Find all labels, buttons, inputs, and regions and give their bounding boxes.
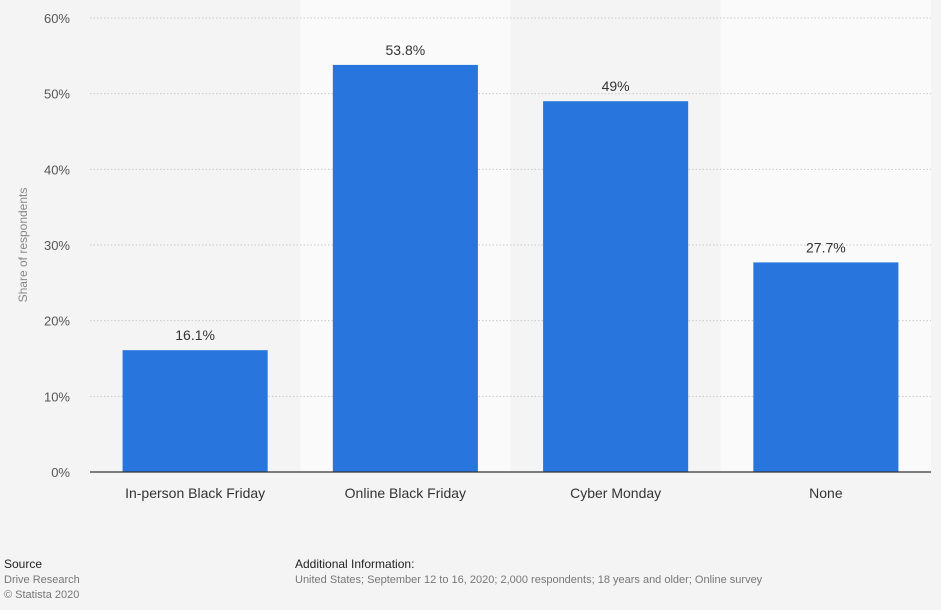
bar[interactable] [332, 64, 478, 472]
data-label: 49% [602, 78, 630, 94]
y-tick-label: 40% [44, 162, 70, 177]
source-heading: Source [4, 557, 43, 571]
data-label: 27.7% [806, 239, 846, 255]
bar[interactable] [122, 350, 268, 472]
source-name-link[interactable]: Drive Research [4, 574, 80, 586]
x-axis-ticks: In-person Black Friday Online Black Frida… [125, 485, 843, 501]
bar[interactable] [543, 101, 689, 472]
y-tick-label: 10% [44, 389, 70, 404]
x-tick-label: Online Black Friday [345, 485, 466, 501]
value-labels: 16.1% 53.8% 49% 27.7% [175, 42, 845, 343]
additional-info-text: United States; September 12 to 16, 2020;… [295, 574, 763, 586]
additional-info-heading: Additional Information: [295, 557, 415, 571]
y-tick-label: 60% [44, 11, 70, 26]
bars [122, 64, 899, 472]
y-tick-label: 30% [44, 238, 70, 253]
bar[interactable] [753, 262, 899, 472]
x-tick-label: None [809, 485, 843, 501]
footer: Source Drive Research © Statista 2020 Ad… [0, 557, 941, 610]
x-tick-label: Cyber Monday [570, 485, 661, 501]
bar-chart: 0%10%20%30%40%50%60% 16.1%53.8%49%27.7% … [16, 11, 931, 501]
y-tick-label: 0% [51, 465, 70, 480]
copyright-link[interactable]: © Statista 2020 [4, 589, 80, 601]
y-axis-ticks: 0% 10% 20% 30% 40% 50% 60% [44, 11, 70, 480]
y-tick-label: 50% [44, 87, 70, 102]
data-label: 16.1% [175, 327, 215, 343]
y-tick-label: 20% [44, 314, 70, 329]
y-axis-label: Share of respondents [16, 188, 30, 303]
x-tick-label: In-person Black Friday [125, 485, 265, 501]
data-label: 53.8% [386, 42, 426, 58]
